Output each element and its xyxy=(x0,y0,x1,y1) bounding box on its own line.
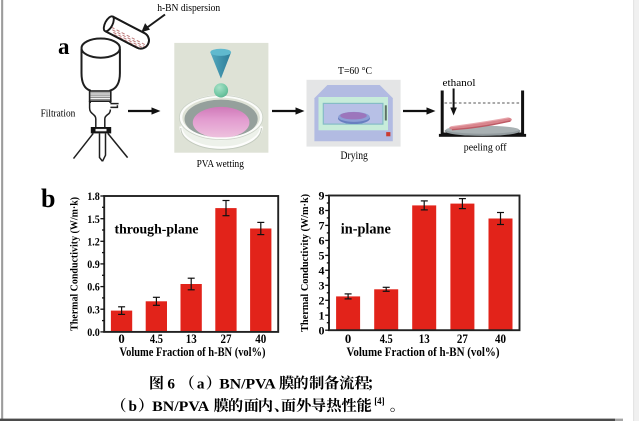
svg-text:a: a xyxy=(197,375,205,392)
svg-text:7: 7 xyxy=(319,219,325,233)
svg-text:0.9: 0.9 xyxy=(87,257,100,271)
svg-text:1: 1 xyxy=(319,308,325,322)
svg-text:Volume Fraction of h-BN (vol%): Volume Fraction of h-BN (vol%) xyxy=(347,345,500,359)
svg-text:6: 6 xyxy=(167,375,175,392)
svg-text:3: 3 xyxy=(319,278,325,292)
svg-text:T=60 °C: T=60 °C xyxy=(338,65,372,77)
svg-text:1.5: 1.5 xyxy=(87,212,100,226)
svg-text:4.5: 4.5 xyxy=(380,332,393,346)
svg-text:b: b xyxy=(41,184,55,213)
svg-text:0: 0 xyxy=(345,332,351,346)
svg-text:through-plane: through-plane xyxy=(115,222,199,237)
svg-text:40: 40 xyxy=(495,332,506,346)
svg-text:4.5: 4.5 xyxy=(150,332,163,346)
svg-text:Thermal Conductivity (W/m·k): Thermal Conductivity (W/m·k) xyxy=(68,197,80,331)
svg-text:0: 0 xyxy=(319,323,325,337)
svg-text:1.2: 1.2 xyxy=(87,234,100,248)
svg-text:0.0: 0.0 xyxy=(87,325,100,339)
svg-text:40: 40 xyxy=(255,332,266,346)
svg-text:[4]: [4] xyxy=(374,396,385,406)
svg-text:0.3: 0.3 xyxy=(87,302,100,316)
svg-text:Filtration: Filtration xyxy=(41,108,76,119)
svg-text:8: 8 xyxy=(319,204,325,218)
svg-text:6: 6 xyxy=(319,234,325,248)
svg-text:0: 0 xyxy=(118,332,124,346)
svg-text:Thermal Conductivity (W/m·k): Thermal Conductivity (W/m·k) xyxy=(299,194,311,332)
svg-text:b: b xyxy=(129,398,137,415)
svg-text:a: a xyxy=(58,34,70,59)
svg-text:13: 13 xyxy=(186,332,197,346)
svg-text:ethanol: ethanol xyxy=(443,78,476,89)
svg-text:h-BN dispersion: h-BN dispersion xyxy=(157,3,221,14)
svg-text:1.8: 1.8 xyxy=(87,189,100,203)
svg-text:4: 4 xyxy=(319,264,325,278)
svg-text:PVA wetting: PVA wetting xyxy=(197,158,245,170)
svg-text:BN/PVA: BN/PVA xyxy=(152,398,209,415)
svg-text:Volume Fraction of h-BN (vol%): Volume Fraction of h-BN (vol%) xyxy=(120,345,266,359)
svg-text:0.6: 0.6 xyxy=(87,280,100,294)
svg-text:13: 13 xyxy=(419,332,430,346)
svg-text:5: 5 xyxy=(319,249,325,263)
svg-text:peeling off: peeling off xyxy=(464,142,507,154)
svg-text:Drying: Drying xyxy=(341,150,369,162)
svg-text:9: 9 xyxy=(319,189,325,203)
svg-text:BN/PVA: BN/PVA xyxy=(219,375,276,392)
svg-text:27: 27 xyxy=(457,332,469,346)
svg-text:27: 27 xyxy=(221,332,233,346)
svg-text:in-plane: in-plane xyxy=(341,221,392,237)
svg-text:2: 2 xyxy=(319,293,325,307)
